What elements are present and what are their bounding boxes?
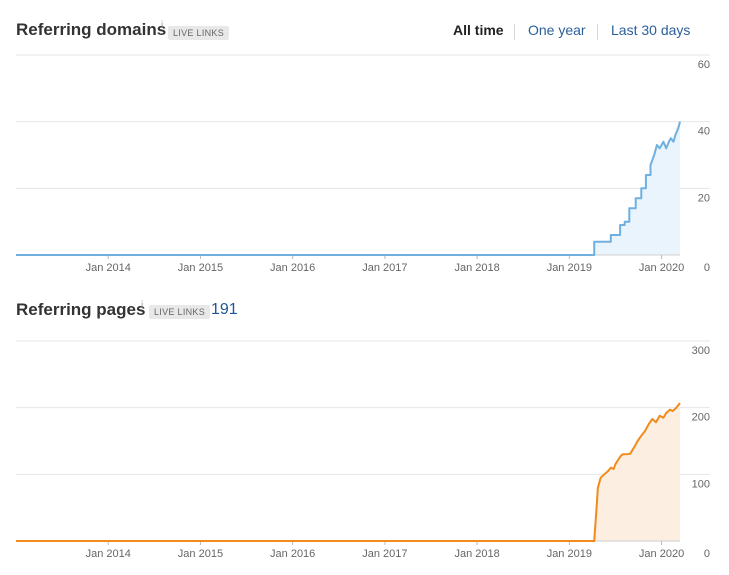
- x-tick-label: Jan 2018: [454, 548, 499, 560]
- series-area: [16, 403, 680, 541]
- y-tick-label: 60: [698, 59, 710, 71]
- referring-domains-title: Referring domains: [16, 20, 167, 39]
- y-tick-label: 40: [698, 126, 710, 138]
- info-icon[interactable]: i: [161, 20, 164, 31]
- x-tick-label: Jan 2015: [178, 262, 223, 274]
- y-tick-label: 0: [704, 548, 710, 560]
- y-tick-label: 200: [692, 412, 710, 424]
- y-tick-label: 100: [692, 478, 710, 490]
- tab-one-year[interactable]: One year: [528, 22, 586, 38]
- tab-all-time[interactable]: All time: [453, 22, 504, 38]
- x-tick-label: Jan 2016: [270, 262, 315, 274]
- tab-divider: [597, 24, 598, 40]
- x-tick-label: Jan 2019: [547, 262, 592, 274]
- x-tick-label: Jan 2019: [547, 548, 592, 560]
- x-tick-label: Jan 2017: [362, 262, 407, 274]
- x-tick-label: Jan 2020: [639, 548, 684, 560]
- tab-divider: [514, 24, 515, 40]
- x-tick-label: Jan 2017: [362, 548, 407, 560]
- y-tick-label: 300: [692, 345, 710, 357]
- y-tick-label: 0: [704, 262, 710, 274]
- x-tick-label: Jan 2020: [639, 262, 684, 274]
- info-icon[interactable]: i: [141, 300, 144, 311]
- series-line: [16, 121, 681, 256]
- x-tick-label: Jan 2016: [270, 548, 315, 560]
- live-links-badge: LIVE LINKS: [168, 26, 230, 40]
- x-tick-label: Jan 2014: [86, 262, 131, 274]
- tab-last-30-days[interactable]: Last 30 days: [611, 22, 691, 38]
- series-line: [16, 402, 681, 542]
- series-area: [16, 121, 680, 255]
- x-tick-label: Jan 2018: [454, 262, 499, 274]
- live-links-badge: LIVE LINKS: [149, 305, 211, 319]
- referring-pages-title: Referring pages: [16, 300, 146, 319]
- referring-pages-chart: 0 100 200 300 Jan 2014 Jan 2015 Jan 2016 Jan 20…: [16, 340, 710, 560]
- referring-domains-chart: 0 20 40 60 Jan 2014 Jan 2015 Jan 2016 Jan 2017 J…: [16, 54, 710, 274]
- x-tick-label: Jan 2015: [178, 548, 223, 560]
- x-tick-label: Jan 2014: [86, 548, 131, 560]
- referring-pages-count: 191: [211, 301, 238, 318]
- y-tick-label: 20: [698, 192, 710, 204]
